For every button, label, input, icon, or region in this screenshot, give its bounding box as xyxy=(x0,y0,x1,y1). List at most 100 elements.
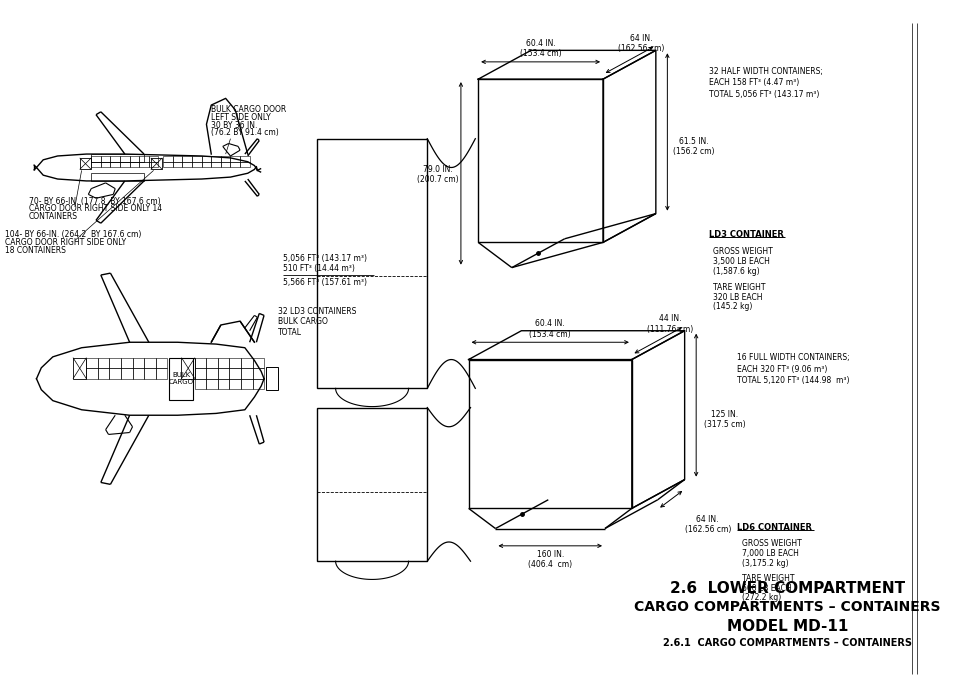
Bar xyxy=(221,162,231,167)
Bar xyxy=(110,162,120,167)
Bar xyxy=(109,358,121,368)
Bar xyxy=(121,358,132,368)
Bar xyxy=(139,162,149,167)
Text: 32 HALF WIDTH CONTAINERS;: 32 HALF WIDTH CONTAINERS; xyxy=(709,67,822,76)
Text: EACH 320 FT³ (9.06 m³): EACH 320 FT³ (9.06 m³) xyxy=(737,365,828,374)
Text: LD3 CONTAINER: LD3 CONTAINER xyxy=(709,230,783,239)
Bar xyxy=(218,358,230,368)
Bar xyxy=(230,378,242,390)
Text: LEFT SIDE ONLY: LEFT SIDE ONLY xyxy=(212,113,271,122)
Bar xyxy=(242,358,252,368)
Bar xyxy=(202,162,212,167)
Bar xyxy=(195,368,207,378)
Text: 7,000 LB EACH: 7,000 LB EACH xyxy=(742,549,799,558)
Bar xyxy=(98,368,109,378)
Text: 320 LB EACH: 320 LB EACH xyxy=(714,293,763,302)
Text: 60.4 IN.
(153.4 cm): 60.4 IN. (153.4 cm) xyxy=(520,39,561,58)
Text: 2.6.1  CARGO COMPARTMENTS – CONTAINERS: 2.6.1 CARGO COMPARTMENTS – CONTAINERS xyxy=(663,638,912,648)
Text: 5,056 FT³ (143.17 m³): 5,056 FT³ (143.17 m³) xyxy=(283,254,367,263)
Text: 61.5 IN.
(156.2 cm): 61.5 IN. (156.2 cm) xyxy=(673,137,715,156)
Bar xyxy=(86,358,98,368)
Text: 44 IN.
(111.76 cm): 44 IN. (111.76 cm) xyxy=(646,314,693,334)
Bar xyxy=(242,368,252,378)
Bar xyxy=(129,156,139,162)
Text: MODEL MD-11: MODEL MD-11 xyxy=(726,619,848,634)
Text: BULK CARGO: BULK CARGO xyxy=(278,316,328,325)
Bar xyxy=(241,156,249,162)
Bar xyxy=(252,368,264,378)
Text: CARGO DOOR RIGHT SIDE ONLY: CARGO DOOR RIGHT SIDE ONLY xyxy=(5,238,126,247)
Bar xyxy=(207,378,218,390)
Text: (145.2 kg): (145.2 kg) xyxy=(714,302,753,312)
Text: (76.2 BY 91.4 cm): (76.2 BY 91.4 cm) xyxy=(212,128,279,137)
Text: BULK
CARGO: BULK CARGO xyxy=(168,372,193,385)
Bar xyxy=(317,139,427,388)
Bar xyxy=(241,162,249,167)
Bar xyxy=(149,162,158,167)
Text: 160 IN.
(406.4  cm): 160 IN. (406.4 cm) xyxy=(528,549,572,569)
Bar xyxy=(149,156,158,162)
Bar xyxy=(91,154,144,162)
Bar xyxy=(195,378,207,390)
Text: 70- BY 66-IN. (177.8  BY 167.6 cm): 70- BY 66-IN. (177.8 BY 167.6 cm) xyxy=(29,197,160,206)
Text: (272.2 kg): (272.2 kg) xyxy=(742,593,781,602)
Text: 16 FULL WIDTH CONTAINERS;: 16 FULL WIDTH CONTAINERS; xyxy=(737,353,850,362)
Bar xyxy=(110,156,120,162)
Bar xyxy=(195,358,207,368)
Bar xyxy=(192,156,202,162)
Bar xyxy=(192,162,202,167)
Bar xyxy=(317,408,427,561)
Bar xyxy=(182,358,195,378)
Bar xyxy=(252,378,264,390)
Text: 79.0 IN.
(200.7 cm): 79.0 IN. (200.7 cm) xyxy=(417,164,459,184)
Bar xyxy=(231,162,241,167)
Bar xyxy=(173,162,183,167)
Bar xyxy=(252,358,264,368)
Text: 64 IN.
(162.56 cm): 64 IN. (162.56 cm) xyxy=(618,34,665,54)
Text: 18 CONTAINERS: 18 CONTAINERS xyxy=(5,245,66,254)
Text: 5,566 FT³ (157.61 m³): 5,566 FT³ (157.61 m³) xyxy=(283,278,367,287)
Text: TOTAL 5,120 FT³ (144.98  m³): TOTAL 5,120 FT³ (144.98 m³) xyxy=(737,376,850,385)
Text: TARE WEIGHT: TARE WEIGHT xyxy=(742,574,795,583)
Bar xyxy=(183,156,192,162)
Bar xyxy=(100,156,110,162)
Bar xyxy=(469,360,632,508)
Bar xyxy=(91,156,100,162)
Bar xyxy=(120,156,129,162)
Bar xyxy=(163,156,173,162)
Bar xyxy=(183,162,192,167)
Bar xyxy=(144,358,156,368)
Text: 600 LB EACH: 600 LB EACH xyxy=(742,583,792,592)
Text: TARE WEIGHT: TARE WEIGHT xyxy=(714,283,766,292)
Bar xyxy=(230,368,242,378)
Text: (1,587.6 kg): (1,587.6 kg) xyxy=(714,267,760,276)
Bar xyxy=(207,358,218,368)
Bar xyxy=(73,358,86,378)
Text: 3,500 LB EACH: 3,500 LB EACH xyxy=(714,257,770,266)
Bar xyxy=(207,368,218,378)
Bar xyxy=(163,162,173,167)
Bar xyxy=(120,162,129,167)
Text: 64 IN.
(162.56 cm): 64 IN. (162.56 cm) xyxy=(685,515,731,535)
Bar xyxy=(86,368,98,378)
Text: CARGO DOOR RIGHT SIDE ONLY 14: CARGO DOOR RIGHT SIDE ONLY 14 xyxy=(29,204,162,213)
Bar xyxy=(144,368,156,378)
Text: GROSS WEIGHT: GROSS WEIGHT xyxy=(742,539,802,549)
Bar xyxy=(156,368,167,378)
Text: TOTAL 5,056 FT³ (143.17 m³): TOTAL 5,056 FT³ (143.17 m³) xyxy=(709,90,819,99)
Text: BULK CARGO DOOR: BULK CARGO DOOR xyxy=(212,105,287,114)
Bar xyxy=(230,358,242,368)
Bar xyxy=(132,358,144,368)
Bar xyxy=(212,156,221,162)
Text: 2.6  LOWER COMPARTMENT: 2.6 LOWER COMPARTMENT xyxy=(669,581,905,595)
Text: LD6 CONTAINER: LD6 CONTAINER xyxy=(737,523,812,532)
Text: 60.4 IN.
(153.4 cm): 60.4 IN. (153.4 cm) xyxy=(529,319,571,339)
Text: GROSS WEIGHT: GROSS WEIGHT xyxy=(714,247,773,256)
Text: CONTAINERS: CONTAINERS xyxy=(29,212,78,221)
Bar xyxy=(109,368,121,378)
Text: 30 BY 36 IN.: 30 BY 36 IN. xyxy=(212,121,258,130)
Bar xyxy=(100,162,110,167)
Bar xyxy=(221,156,231,162)
Text: 32 LD3 CONTAINERS: 32 LD3 CONTAINERS xyxy=(278,307,356,316)
Bar xyxy=(266,367,277,390)
